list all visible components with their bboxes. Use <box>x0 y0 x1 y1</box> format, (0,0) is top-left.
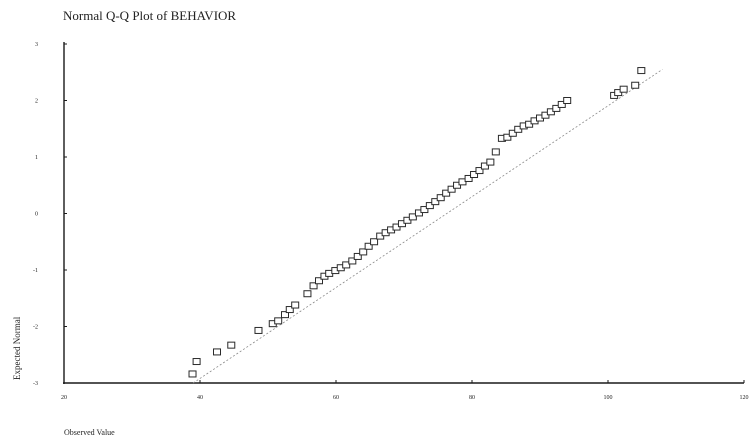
data-point <box>470 171 479 179</box>
data-point <box>285 306 294 314</box>
y-tick-label: 1 <box>35 155 38 161</box>
x-tick-label: 60 <box>333 395 339 401</box>
data-point <box>431 198 440 206</box>
y-tick-label: 3 <box>35 42 38 48</box>
data-point <box>192 358 201 366</box>
axes <box>63 42 744 384</box>
data-point <box>557 100 566 108</box>
data-point <box>303 290 312 298</box>
data-point <box>420 206 429 214</box>
data-point <box>425 202 434 210</box>
data-point <box>353 252 362 260</box>
x-tick-label: 20 <box>61 395 67 401</box>
data-point <box>408 213 417 221</box>
data-point <box>619 85 628 93</box>
data-point <box>637 67 646 75</box>
data-point <box>281 311 289 319</box>
data-point <box>563 97 572 104</box>
data-point <box>442 189 451 197</box>
data-point <box>254 326 263 334</box>
data-point <box>475 167 484 175</box>
data-point <box>370 238 379 246</box>
data-point <box>552 104 561 112</box>
data-point <box>480 162 489 170</box>
chart-title: Normal Q-Q Plot of BEHAVIOR <box>63 8 237 23</box>
y-tick-label: -2 <box>33 325 38 331</box>
data-point <box>359 248 368 256</box>
y-axis-label: Expected Normal <box>12 316 22 380</box>
y-tick-label: -3 <box>33 381 38 387</box>
data-point <box>436 194 445 202</box>
data-point <box>213 348 221 356</box>
data-point <box>486 158 495 166</box>
data-point <box>348 257 357 265</box>
x-tick-label: 80 <box>469 395 475 401</box>
data-point <box>508 129 517 137</box>
x-axis-label: Observed Value <box>64 428 115 437</box>
data-point <box>291 301 300 309</box>
data-point <box>631 81 640 89</box>
data-point <box>491 148 500 156</box>
data-points <box>188 67 646 378</box>
x-tick-label: 100 <box>604 395 613 401</box>
y-tick-label: 2 <box>35 99 38 105</box>
data-point <box>464 174 473 182</box>
reference-line <box>192 69 663 384</box>
y-tick-label: 0 <box>35 212 38 218</box>
data-point <box>188 370 197 378</box>
data-point <box>315 277 323 285</box>
data-point <box>274 317 283 325</box>
data-point <box>309 282 318 290</box>
reference-line-group <box>192 69 663 384</box>
data-point <box>342 261 351 269</box>
x-tick-label: 40 <box>197 395 203 401</box>
data-point <box>503 133 512 141</box>
data-point <box>227 341 236 349</box>
y-tick-label: -1 <box>33 268 38 274</box>
x-tick-label: 120 <box>740 395 749 401</box>
data-point <box>364 242 373 250</box>
tick-marks: -3 -2 -1 0 1 2 3 20 40 60 80 100 120 <box>33 42 749 401</box>
data-point <box>447 185 456 193</box>
